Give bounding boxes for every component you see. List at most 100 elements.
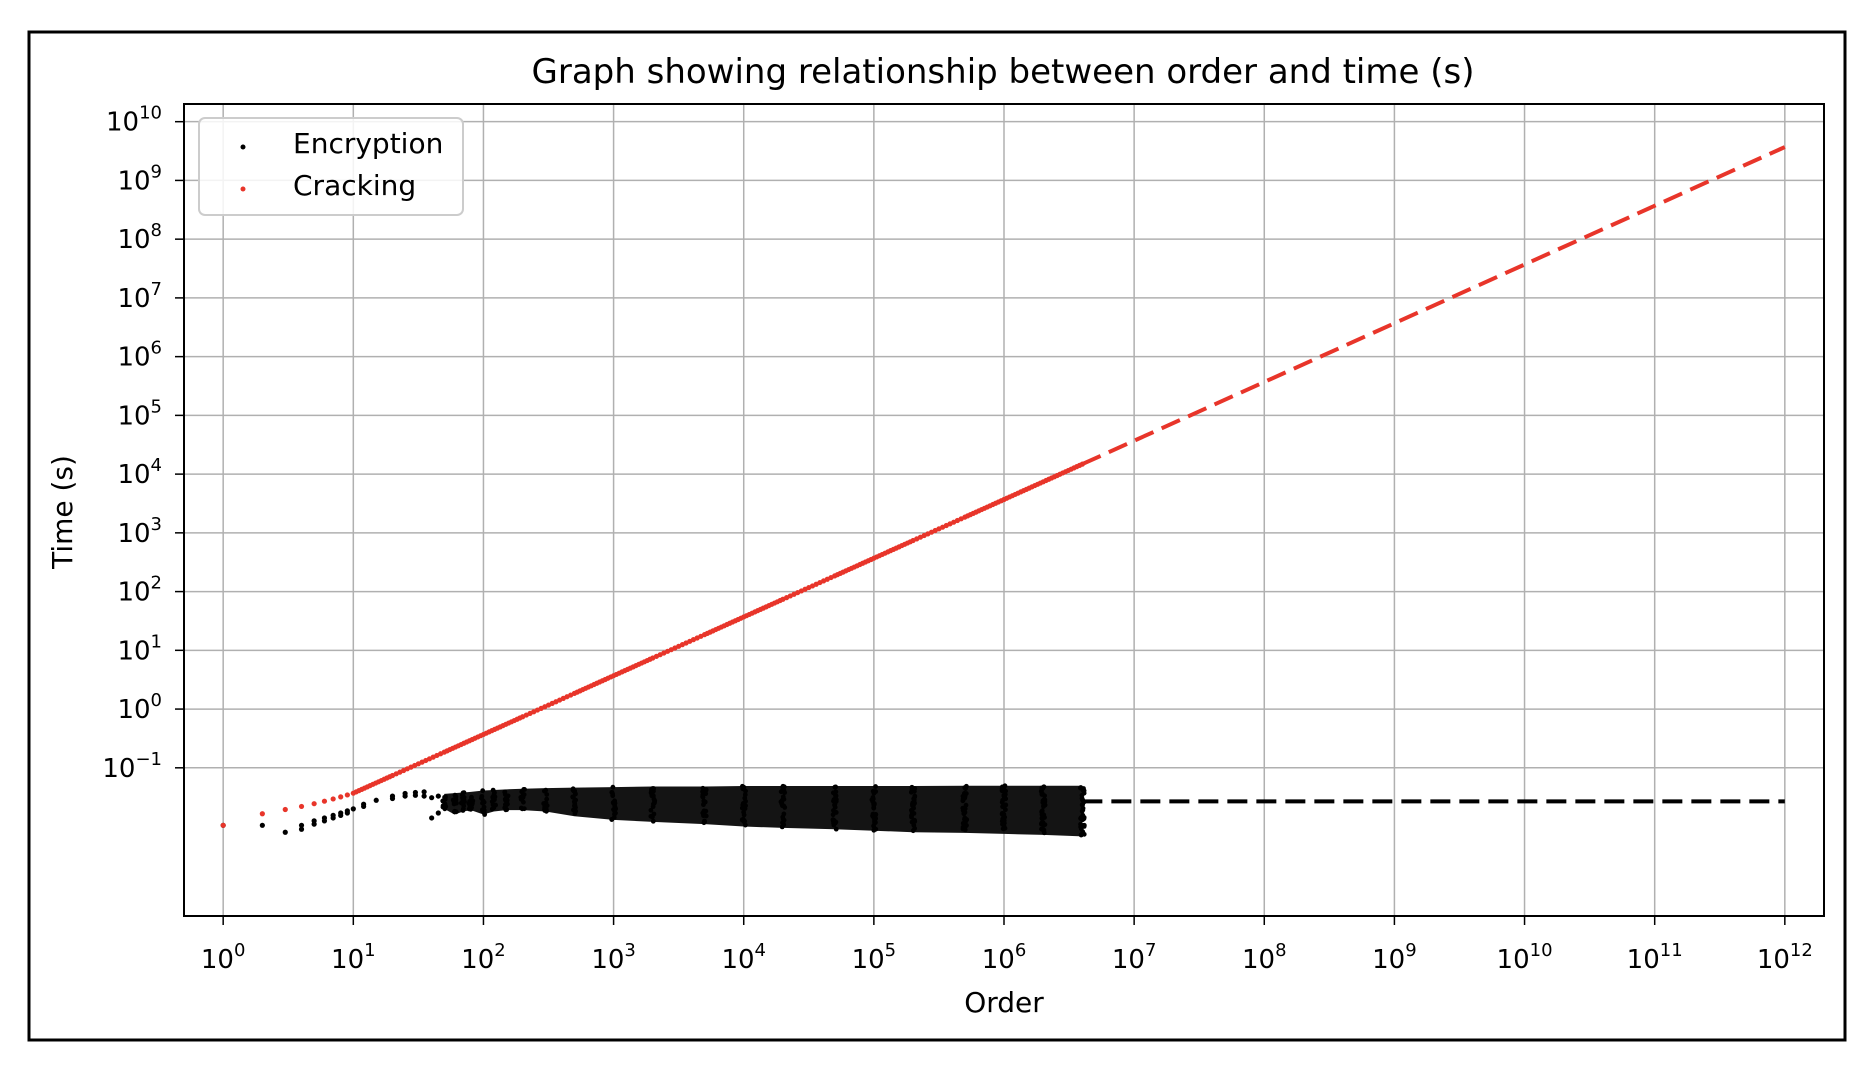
legend-marker-encryption [240,144,246,150]
series-cracking [220,145,1786,828]
cracking-point [311,801,317,807]
x-tick-exponent: 12 [1790,940,1813,961]
y-tick-label: 108 [117,220,162,255]
encryption-point [402,793,408,799]
x-tick-label: 1012 [1757,940,1813,975]
x-tick-label: 101 [331,940,376,975]
cracking-point [517,715,523,721]
x-tick-exponent: 9 [1405,940,1416,961]
grid-lines [184,104,1824,916]
x-tick-base: 10 [721,945,754,975]
y-tick-label: 106 [117,338,162,373]
x-tick-label: 106 [982,940,1027,975]
legend-label-encryption: Encryption [293,127,443,160]
x-tick-label: 104 [721,940,766,975]
cracking-point [907,539,913,545]
x-tick-exponent: 6 [1015,940,1026,961]
x-tick-label: 109 [1372,940,1417,975]
x-tick-label: 105 [852,940,897,975]
cracking-point [220,822,226,828]
x-tick-exponent: 0 [234,940,245,961]
y-tick-exponent: 3 [151,514,162,535]
y-tick-exponent: 7 [151,279,162,300]
cracking-point [698,633,704,639]
encryption-point [1081,788,1087,794]
x-tick-base: 10 [1627,945,1660,975]
encryption-point [321,818,328,824]
x-tick-label: 108 [1242,940,1287,975]
y-tick-label: 103 [117,514,162,549]
y-tick-base: 10 [117,166,150,196]
x-tick-label: 100 [201,940,246,975]
cracking-point [338,794,344,800]
y-tick-label: 109 [117,161,162,196]
cracking-point [868,556,874,563]
y-tick-base: 10 [106,108,139,138]
encryption-point [435,810,441,816]
y-tick-exponent: 4 [151,455,162,476]
encryption-point [361,803,367,810]
series-encryption [220,783,1785,838]
y-tick-base: 10 [117,225,150,255]
x-tick-base: 10 [1497,945,1530,975]
encryption-point [389,795,396,802]
cracking-point [777,597,783,604]
plot-area-border [183,103,1825,917]
y-tick-exponent: 0 [151,690,162,711]
chart-title: Graph showing relationship between order… [532,52,1475,92]
encryption-point [330,815,336,821]
x-tick-label: 103 [591,940,636,975]
x-tick-base: 10 [591,945,624,975]
x-tick-base: 10 [1757,945,1790,975]
x-tick-base: 10 [461,945,494,975]
x-tick-exponent: 3 [624,940,635,961]
cracking-point [998,498,1004,504]
encryption-point-cloud [444,785,1083,837]
x-tick-exponent: 1 [364,940,375,961]
x-tick-base: 10 [1372,945,1405,975]
x-tick-base: 10 [982,945,1015,975]
y-axis-label: Time (s) [46,455,79,570]
x-axis-label: Order [964,986,1044,1019]
y-tick-base: 10 [117,401,150,431]
cracking-point [1037,480,1043,486]
y-tick-base: 10 [117,578,150,608]
legend: Encryption Cracking [198,117,464,216]
x-tick-exponent: 11 [1660,940,1683,961]
x-axis-ticks: 100 101 102 103 104 105 106 107 108 109 1010 1011 10… [201,916,1813,975]
cracking-point [282,806,288,813]
y-tick-label: 102 [117,573,162,608]
encryption-point [350,806,356,812]
encryption-point [421,789,427,795]
x-tick-base: 10 [331,945,364,975]
x-tick-base: 10 [201,945,234,975]
x-tick-base: 10 [1112,945,1145,975]
x-tick-exponent: 4 [755,940,766,961]
x-tick-exponent: 8 [1275,940,1286,961]
y-tick-label: 101 [117,631,162,666]
encryption-point [311,821,317,827]
y-tick-label: 105 [117,396,162,431]
encryption-point [421,793,427,799]
y-tick-label: 104 [117,455,162,490]
encryption-point [429,795,435,801]
cracking-point [321,798,328,804]
y-tick-base: 10 [117,284,150,314]
x-tick-exponent: 10 [1530,940,1553,961]
encryption-point [429,815,435,821]
y-tick-base: 10 [117,343,150,373]
y-tick-label: 10−1 [102,749,162,784]
x-tick-label: 107 [1112,940,1157,975]
x-tick-base: 10 [1242,945,1275,975]
encryption-point [373,797,379,803]
y-tick-exponent: 9 [151,161,162,182]
y-tick-label: 100 [117,690,162,725]
cracking-point [298,803,305,810]
legend-box [198,117,464,216]
y-tick-base: 10 [117,460,150,490]
encryption-point [1081,824,1087,829]
y-tick-exponent: 5 [151,396,162,417]
encryption-point [259,822,265,828]
